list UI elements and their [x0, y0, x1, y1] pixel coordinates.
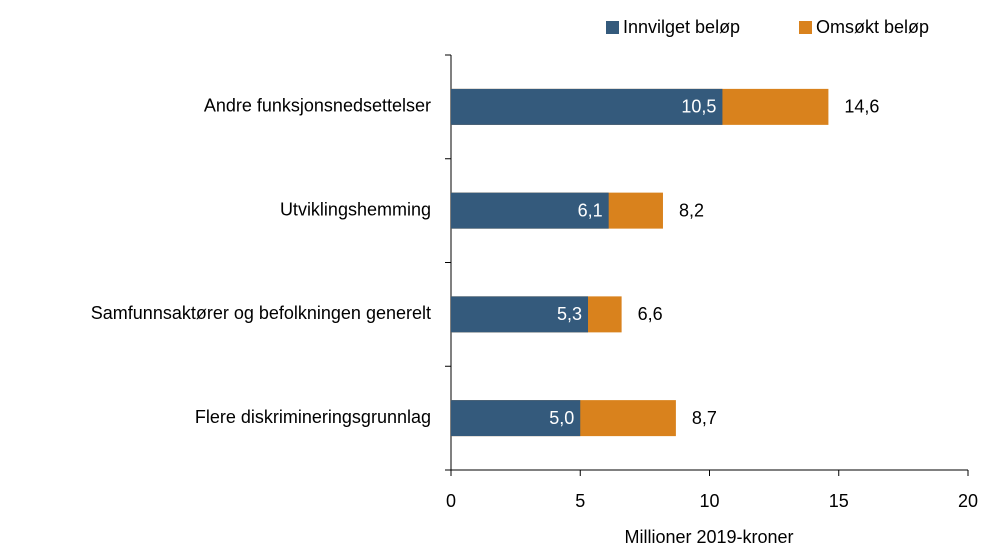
y-tick-label: Andre funksjonsnedsettelser [204, 96, 431, 116]
data-label: 5,0 [549, 408, 574, 428]
bar [451, 88, 723, 125]
data-label: 8,7 [692, 408, 717, 428]
data-label: 10,5 [681, 97, 716, 117]
data-label: 8,2 [679, 200, 704, 220]
data-label: 5,3 [557, 304, 582, 324]
x-axis-label: Millioner 2019-kroner [624, 527, 793, 547]
data-label: 6,1 [578, 200, 603, 220]
y-tick-label: Utviklingshemming [280, 199, 431, 219]
bar [451, 400, 581, 437]
legend-swatch [606, 21, 619, 34]
legend-swatch [799, 21, 812, 34]
x-tick-label: 0 [446, 491, 456, 511]
y-tick-label: Samfunnsaktører og befolkningen generelt [91, 303, 431, 323]
x-tick-label: 15 [829, 491, 849, 511]
x-tick-label: 5 [575, 491, 585, 511]
bar [451, 192, 609, 229]
x-tick-label: 20 [958, 491, 978, 511]
bar [451, 296, 589, 333]
x-tick-label: 10 [699, 491, 719, 511]
data-label: 14,6 [844, 97, 879, 117]
legend-label: Innvilget beløp [623, 17, 740, 37]
y-tick-label: Flere diskrimineringsgrunnlag [195, 407, 431, 427]
legend-label: Omsøkt beløp [816, 17, 929, 37]
data-label: 6,6 [638, 304, 663, 324]
